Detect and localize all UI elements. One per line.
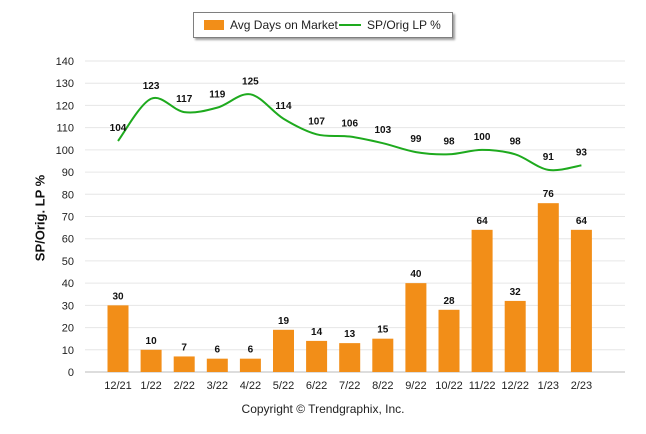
bar	[570, 229, 592, 372]
y-tick-label: 140	[56, 56, 74, 68]
x-tick-label: 11/22	[469, 380, 496, 392]
line-series	[117, 93, 582, 172]
x-tick-label: 6/22	[306, 380, 327, 392]
x-tick-label: 9/22	[405, 380, 426, 392]
legend-bar-swatch	[204, 20, 224, 30]
y-axis-ticks: 0 10 20 30 40 50 60 70 80 90 100 110 120 130 140	[56, 56, 74, 379]
y-tick-label: 80	[62, 189, 74, 201]
y-tick-label: 50	[62, 256, 74, 268]
legend: Avg Days on Market SP/Orig LP %	[193, 12, 453, 38]
y-tick-label: 70	[62, 212, 74, 224]
y-tick-label: 40	[62, 278, 74, 290]
bar	[173, 356, 195, 372]
bar-data-label: 10	[146, 336, 158, 347]
line-data-label: 125	[242, 76, 259, 87]
bar	[140, 349, 162, 372]
line-data-label: 119	[209, 90, 226, 101]
bar	[537, 203, 559, 372]
bar-series	[107, 203, 592, 372]
copyright: Copyright © Trendgraphix, Inc.	[241, 402, 405, 416]
x-tick-label: 12/22	[501, 380, 529, 392]
bar-data-label: 7	[181, 342, 187, 353]
line-data-label: 100	[474, 132, 491, 143]
y-tick-label: 30	[62, 300, 74, 312]
x-tick-label: 2/22	[173, 380, 194, 392]
line-data-label: 117	[176, 94, 193, 105]
bar-data-label: 13	[344, 329, 356, 340]
bar	[471, 229, 493, 372]
bar-data-label: 64	[576, 216, 588, 227]
bar-data-label: 30	[112, 291, 124, 302]
line-data-label: 106	[341, 119, 358, 130]
legend-line-swatch	[339, 24, 361, 26]
x-tick-label: 5/22	[273, 380, 294, 392]
legend-item-line: SP/Orig LP %	[339, 18, 441, 32]
bar-data-label: 64	[477, 216, 489, 227]
bar-data-label: 32	[510, 287, 522, 298]
x-tick-label: 12/21	[104, 380, 132, 392]
bar	[339, 343, 361, 372]
bar	[107, 305, 129, 372]
line-data-labels: 104 123 117 119 125 114 107 106 103 99 98 100 98 91 93	[110, 76, 588, 163]
y-tick-label: 100	[56, 145, 74, 157]
line-data-label: 104	[110, 123, 127, 134]
bar	[405, 283, 427, 372]
y-tick-label: 130	[56, 78, 74, 90]
y-tick-label: 0	[68, 367, 74, 379]
x-tick-label: 8/22	[372, 380, 393, 392]
bar	[372, 338, 394, 372]
bar-data-label: 40	[410, 269, 422, 280]
line-data-label: 114	[275, 101, 292, 112]
line-data-label: 99	[410, 134, 422, 145]
y-tick-label: 60	[62, 234, 74, 246]
x-tick-label: 4/22	[240, 380, 261, 392]
x-tick-label: 1/22	[140, 380, 161, 392]
bar	[239, 358, 261, 372]
x-axis-ticks: 12/21 1/22 2/22 3/22 4/22 5/22 6/22 7/22 8/22 9/2…	[104, 380, 592, 392]
line-data-label: 123	[143, 81, 160, 92]
bar-data-label: 6	[215, 345, 221, 356]
x-tick-label: 10/22	[435, 380, 463, 392]
x-tick-label: 2/23	[571, 380, 592, 392]
line-data-label: 107	[308, 116, 325, 127]
bar-data-label: 14	[311, 327, 323, 338]
x-tick-label: 1/23	[538, 380, 559, 392]
line-data-label: 98	[510, 136, 522, 147]
bar	[273, 329, 294, 372]
x-tick-label: 7/22	[339, 380, 360, 392]
y-tick-label: 120	[56, 100, 74, 112]
bar	[504, 300, 526, 372]
x-tick-label: 3/22	[207, 380, 228, 392]
y-tick-label: 10	[62, 345, 74, 357]
bar-data-label: 28	[443, 296, 455, 307]
y-axis-label: SP/Orig. LP %	[32, 174, 48, 262]
y-tick-label: 90	[62, 167, 74, 179]
legend-item-bar: Avg Days on Market	[204, 18, 338, 32]
line-data-label: 103	[374, 125, 391, 136]
gridlines	[85, 60, 625, 373]
y-tick-label: 20	[62, 323, 74, 335]
line-data-label: 91	[543, 152, 555, 163]
line-data-label: 98	[443, 136, 455, 147]
bar	[206, 358, 228, 372]
y-tick-label: 110	[56, 123, 74, 135]
bar-data-label: 15	[377, 325, 389, 336]
bar-data-label: 6	[248, 345, 254, 356]
bar-data-label: 19	[278, 316, 290, 327]
legend-bar-label: Avg Days on Market	[230, 18, 338, 32]
line-data-label: 93	[576, 147, 588, 158]
bar	[438, 309, 460, 372]
bar-data-label: 76	[543, 189, 555, 200]
bar	[306, 340, 328, 372]
legend-line-label: SP/Orig LP %	[367, 18, 441, 32]
